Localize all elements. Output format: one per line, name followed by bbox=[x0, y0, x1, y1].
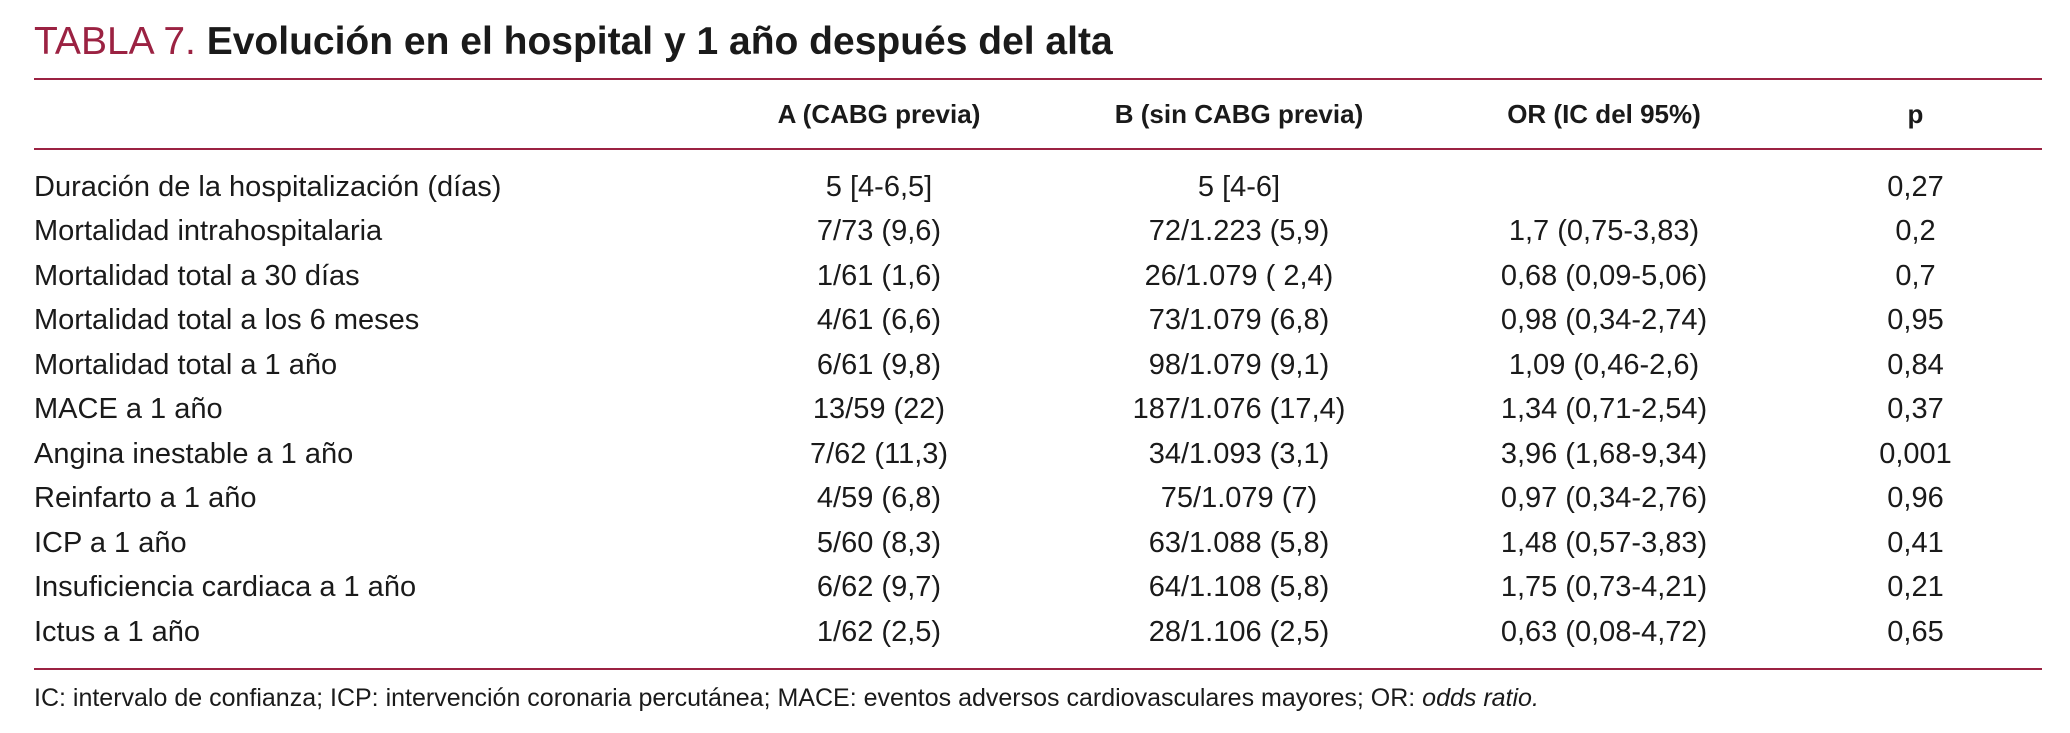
p-value: 0,2 bbox=[1895, 215, 1936, 248]
group-b-value: 26/1.079 ( 2,4) bbox=[1144, 259, 1334, 292]
odds-ratio-value: 1,7 (0,75-3,83) bbox=[1508, 215, 1700, 248]
row-label: Angina inestable a 1 año bbox=[34, 437, 354, 470]
top-rule bbox=[34, 78, 2042, 80]
table-row: Mortalidad intrahospitalaria 7/73 (9,6) 72… bbox=[34, 210, 2042, 255]
group-a-value: 1/61 (1,6) bbox=[816, 259, 942, 292]
table-row: Angina inestable a 1 año 7/62 (11,3) 34/1.… bbox=[34, 432, 2042, 477]
group-a-value: 13/59 (22) bbox=[812, 393, 946, 426]
table-row: Insuficiencia cardiaca a 1 año 6/62 (9,7)… bbox=[34, 566, 2042, 611]
group-a-value: 5 [4-6,5] bbox=[825, 170, 933, 203]
group-b-value: 34/1.093 (3,1) bbox=[1148, 437, 1330, 470]
footnote-text: IC: intervalo de confianza; ICP: interve… bbox=[34, 684, 1423, 712]
table-row: Ictus a 1 año 1/62 (2,5) 28/1.106 (2,5) 0,6… bbox=[34, 610, 2042, 655]
group-a-value: 7/73 (9,6) bbox=[816, 215, 942, 248]
p-value: 0,27 bbox=[1887, 170, 1944, 203]
table-row: Reinfarto a 1 año 4/59 (6,8) 75/1.079 (7) 0… bbox=[34, 477, 2042, 522]
odds-ratio-value: 1,34 (0,71-2,54) bbox=[1500, 393, 1708, 426]
group-b-value: 187/1.076 (17,4) bbox=[1132, 393, 1346, 426]
odds-ratio-value: 0,63 (0,08-4,72) bbox=[1500, 615, 1708, 648]
group-b-value: 72/1.223 (5,9) bbox=[1148, 215, 1330, 248]
odds-ratio-value: 1,75 (0,73-4,21) bbox=[1500, 571, 1708, 604]
header-stub bbox=[34, 80, 699, 148]
row-label: Mortalidad total a 1 año bbox=[34, 348, 338, 381]
header-odds-ratio: OR (IC del 95%) bbox=[1507, 98, 1701, 129]
p-value: 0,96 bbox=[1887, 482, 1944, 515]
table-row: Mortalidad total a 1 año 6/61 (9,8) 98/1.0… bbox=[34, 343, 2042, 388]
row-label: Mortalidad intrahospitalaria bbox=[34, 215, 383, 248]
row-label: MACE a 1 año bbox=[34, 393, 223, 426]
group-b-value: 64/1.108 (5,8) bbox=[1148, 571, 1330, 604]
table-row: Mortalidad total a 30 días 1/61 (1,6) 26/1… bbox=[34, 254, 2042, 299]
p-value: 0,41 bbox=[1887, 526, 1944, 559]
row-label: Mortalidad total a 30 días bbox=[34, 259, 360, 292]
spacer-row bbox=[34, 148, 2042, 165]
table-row: Mortalidad total a los 6 meses 4/61 (6,6)… bbox=[34, 299, 2042, 344]
header-row: A (CABG previa) B (sin CABG previa) OR (… bbox=[34, 80, 2042, 148]
group-a-value: 6/62 (9,7) bbox=[816, 571, 942, 604]
table-row: MACE a 1 año 13/59 (22) 187/1.076 (17,4) 1,… bbox=[34, 388, 2042, 433]
table-header: A (CABG previa) B (sin CABG previa) OR (… bbox=[34, 80, 2042, 148]
p-value: 0,001 bbox=[1879, 437, 1952, 470]
row-label: Insuficiencia cardiaca a 1 año bbox=[34, 571, 417, 604]
group-b-value: 73/1.079 (6,8) bbox=[1148, 304, 1330, 337]
group-b-value: 75/1.079 (7) bbox=[1160, 482, 1318, 515]
group-a-value: 4/59 (6,8) bbox=[816, 482, 942, 515]
row-label: Reinfarto a 1 año bbox=[34, 482, 257, 515]
table-number: TABLA 7. bbox=[34, 20, 196, 63]
header-group-a: A (CABG previa) bbox=[777, 98, 981, 129]
table-body: Duración de la hospitalización (días) 5 [… bbox=[34, 148, 2042, 655]
row-label: Mortalidad total a los 6 meses bbox=[34, 304, 420, 337]
group-a-value: 4/61 (6,6) bbox=[816, 304, 942, 337]
p-value: 0,37 bbox=[1887, 393, 1944, 426]
header-group-b: B (sin CABG previa) bbox=[1114, 98, 1364, 129]
table-row: ICP a 1 año 5/60 (8,3) 63/1.088 (5,8) 1,48 … bbox=[34, 521, 2042, 566]
row-label: Duración de la hospitalización (días) bbox=[34, 170, 502, 203]
group-b-value: 63/1.088 (5,8) bbox=[1148, 526, 1330, 559]
odds-ratio-value bbox=[1419, 165, 1789, 210]
group-b-value: 98/1.079 (9,1) bbox=[1148, 348, 1330, 381]
odds-ratio-value: 3,96 (1,68-9,34) bbox=[1500, 437, 1708, 470]
header-rule bbox=[34, 148, 2042, 150]
footnote-italic: odds ratio. bbox=[1422, 684, 1539, 712]
p-value: 0,95 bbox=[1887, 304, 1944, 337]
table-caption: Evolución en el hospital y 1 año después… bbox=[206, 20, 1113, 63]
group-b-value: 5 [4-6] bbox=[1197, 170, 1281, 203]
group-a-value: 6/61 (9,8) bbox=[816, 348, 942, 381]
p-value: 0,65 bbox=[1887, 615, 1944, 648]
p-value: 0,7 bbox=[1895, 259, 1936, 292]
odds-ratio-value: 0,97 (0,34-2,76) bbox=[1500, 482, 1708, 515]
table-title: TABLA 7. Evolución en el hospital y 1 añ… bbox=[34, 18, 1113, 66]
row-label: Ictus a 1 año bbox=[34, 615, 201, 648]
p-value: 0,84 bbox=[1887, 348, 1944, 381]
p-value: 0,21 bbox=[1887, 571, 1944, 604]
table-footnote: IC: intervalo de confianza; ICP: interve… bbox=[34, 680, 1539, 716]
group-a-value: 7/62 (11,3) bbox=[809, 437, 949, 470]
group-a-value: 1/62 (2,5) bbox=[816, 615, 942, 648]
odds-ratio-value: 0,98 (0,34-2,74) bbox=[1500, 304, 1708, 337]
bottom-rule bbox=[34, 668, 2042, 670]
odds-ratio-value: 1,48 (0,57-3,83) bbox=[1500, 526, 1708, 559]
results-table: A (CABG previa) B (sin CABG previa) OR (… bbox=[34, 80, 2042, 655]
odds-ratio-value: 1,09 (0,46-2,6) bbox=[1508, 348, 1700, 381]
header-p-value: p bbox=[1907, 98, 1924, 129]
table-row: Duración de la hospitalización (días) 5 [… bbox=[34, 165, 2042, 210]
odds-ratio-value: 0,68 (0,09-5,06) bbox=[1500, 259, 1708, 292]
group-a-value: 5/60 (8,3) bbox=[816, 526, 942, 559]
group-b-value: 28/1.106 (2,5) bbox=[1148, 615, 1330, 648]
row-label: ICP a 1 año bbox=[34, 526, 187, 559]
